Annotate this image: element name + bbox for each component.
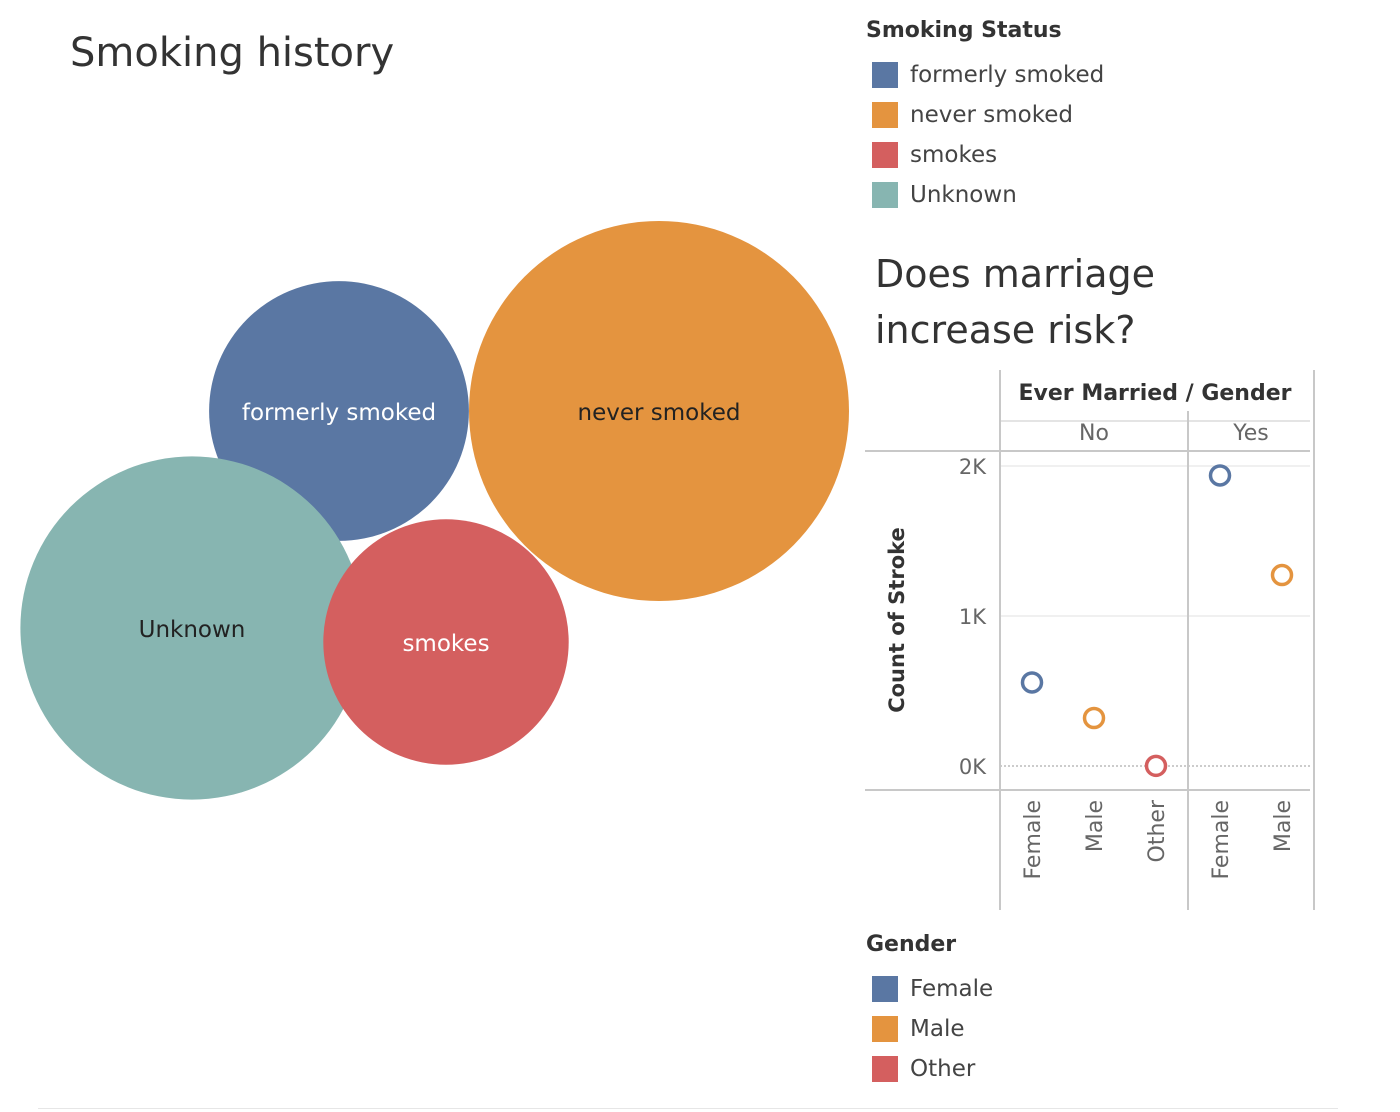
x-tick-label: Female: [1021, 800, 1046, 880]
bottom-divider: [38, 1108, 1338, 1109]
gender-legend-item-female: Female: [866, 969, 993, 1009]
bubble-chart: never smoked formerly smoked Unknown smokes: [20, 221, 849, 800]
smoking-legend-label: Unknown: [910, 182, 1017, 208]
gender-legend-swatch: [872, 1056, 898, 1082]
gender-legend-label: Female: [910, 976, 994, 1002]
gender-legend-items: Female Male Other: [866, 969, 993, 1089]
gender-legend-swatch: [872, 1016, 898, 1042]
smoking-legend-swatch: [872, 102, 898, 128]
x-tick-label: Female: [1209, 800, 1234, 880]
point-no-other: [1144, 754, 1168, 778]
y-tick-label: 2K: [959, 455, 987, 479]
scatter-chart-title: Does marriage increase risk?: [875, 252, 1155, 352]
panel-label-yes: Yes: [1232, 421, 1269, 446]
bubble-formerly-smoked: [209, 281, 469, 541]
gender-legend: Gender Female Male Other: [866, 932, 993, 1089]
x-tick-label: Male: [1271, 800, 1296, 852]
y-tick-label: 0K: [959, 755, 987, 779]
smoking-legend-item-unknown: Unknown: [866, 175, 1104, 215]
smoking-legend-item-smokes: smokes: [866, 135, 1104, 175]
gender-legend-title: Gender: [866, 932, 957, 957]
smoking-legend-swatch: [872, 142, 898, 168]
bubble-label-never-smoked: never smoked: [578, 400, 741, 426]
smoking-legend-label: never smoked: [910, 102, 1073, 128]
smoking-legend-title: Smoking Status: [866, 18, 1062, 43]
scatter-chart: Ever Married / Gender 0K 1K 2K Count of Stro…: [865, 370, 1315, 910]
bubble-label-smokes: smokes: [402, 631, 489, 657]
smoking-legend-items: formerly smoked never smoked smokes Unknown: [866, 55, 1104, 215]
gender-legend-label: Male: [910, 1016, 965, 1042]
smoking-legend-item-never-smoked: never smoked: [866, 95, 1104, 135]
point-no-male: [1082, 706, 1106, 730]
point-no-female: [1020, 671, 1044, 694]
panel-label-no: No: [1079, 421, 1109, 446]
bubble-never-smoked: [469, 221, 849, 601]
bubble-unknown: [20, 456, 364, 800]
smoking-status-legend: Smoking Status formerly smoked never smok…: [866, 18, 1104, 215]
y-tick-label: 1K: [959, 605, 987, 629]
gender-legend-item-male: Male: [866, 1009, 993, 1049]
bubble-label-unknown: Unknown: [139, 617, 246, 643]
gender-legend-swatch: [872, 976, 898, 1002]
gender-legend-item-other: Other: [866, 1049, 993, 1089]
point-yes-female: [1208, 464, 1232, 487]
smoking-legend-label: formerly smoked: [910, 62, 1105, 88]
bubble-label-formerly-smoked: formerly smoked: [242, 400, 436, 426]
point-yes-male: [1270, 563, 1294, 587]
smoking-legend-label: smokes: [910, 142, 998, 168]
smoking-legend-item-formerly-smoked: formerly smoked: [866, 55, 1104, 95]
x-tick-label: Male: [1083, 800, 1108, 852]
bubble-chart-title: Smoking history: [70, 30, 395, 76]
gender-legend-label: Other: [910, 1056, 976, 1082]
bubble-smokes: [323, 519, 569, 765]
y-axis-label: Count of Stroke: [885, 527, 909, 713]
smoking-legend-swatch: [872, 62, 898, 88]
x-tick-label: Other: [1145, 799, 1170, 862]
smoking-legend-swatch: [872, 182, 898, 208]
scatter-header: Ever Married / Gender: [1019, 381, 1292, 406]
